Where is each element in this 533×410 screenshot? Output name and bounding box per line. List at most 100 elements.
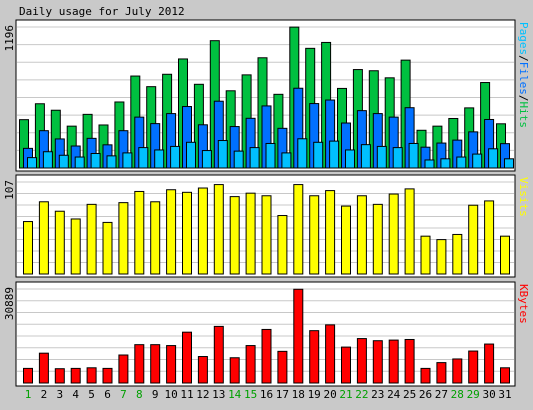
bar-kbytes bbox=[484, 343, 495, 384]
bar-pages bbox=[392, 147, 403, 169]
legend-entry: Hits bbox=[517, 102, 530, 129]
bar-kbytes bbox=[245, 345, 256, 384]
bar-pages bbox=[106, 155, 117, 169]
day-label: 27 bbox=[435, 388, 448, 401]
bar-pages bbox=[154, 149, 165, 169]
day-label: 2 bbox=[41, 388, 48, 401]
bar-visits bbox=[277, 215, 288, 275]
bar-visits bbox=[229, 196, 240, 275]
series-kbytes bbox=[23, 288, 510, 384]
bar-kbytes bbox=[182, 331, 192, 384]
bar-visits bbox=[70, 218, 81, 275]
bar-kbytes bbox=[277, 350, 288, 384]
bar-pages bbox=[424, 159, 435, 169]
day-label: 31 bbox=[498, 388, 511, 401]
day-label: 7 bbox=[120, 388, 127, 401]
bar-kbytes bbox=[70, 367, 81, 384]
bar-visits bbox=[452, 233, 463, 275]
bar-kbytes bbox=[229, 357, 240, 384]
day-label: 23 bbox=[371, 388, 384, 401]
bar-kbytes bbox=[341, 346, 351, 384]
bar-visits bbox=[309, 195, 320, 275]
bar-visits bbox=[23, 221, 33, 275]
bar-visits bbox=[102, 221, 113, 275]
bar-pages bbox=[265, 142, 276, 169]
bar-kbytes bbox=[150, 344, 161, 384]
bar-kbytes bbox=[213, 325, 224, 384]
bar-visits bbox=[341, 205, 351, 275]
bar-kbytes bbox=[23, 367, 33, 384]
bar-kbytes bbox=[134, 344, 145, 384]
bar-visits bbox=[86, 203, 97, 275]
bar-kbytes bbox=[325, 324, 336, 384]
bar-pages bbox=[440, 158, 451, 169]
panel-visits: 107 Visits bbox=[3, 174, 530, 278]
bar-kbytes bbox=[197, 356, 208, 384]
bar-visits bbox=[54, 210, 65, 275]
day-label: 9 bbox=[152, 388, 159, 401]
bar-visits bbox=[293, 184, 304, 275]
bar-visits bbox=[436, 239, 447, 275]
bar-visits bbox=[420, 235, 431, 275]
bar-pages bbox=[297, 138, 308, 169]
bar-visits bbox=[468, 204, 479, 275]
bar-pages bbox=[504, 158, 514, 169]
day-label: 28 bbox=[451, 388, 464, 401]
bar-visits bbox=[325, 190, 336, 275]
bar-pages bbox=[170, 145, 181, 169]
y-max-label: 107 bbox=[3, 180, 16, 200]
day-label: 26 bbox=[419, 388, 432, 401]
bar-pages bbox=[281, 152, 292, 169]
day-label: 21 bbox=[339, 388, 352, 401]
bar-pages bbox=[313, 141, 324, 169]
legend-visits: Visits bbox=[517, 177, 530, 217]
day-label: 30 bbox=[482, 388, 495, 401]
day-label: 15 bbox=[244, 388, 257, 401]
bar-kbytes bbox=[500, 367, 510, 384]
bar-kbytes bbox=[420, 367, 431, 384]
day-label: 29 bbox=[467, 388, 480, 401]
bar-kbytes bbox=[309, 330, 320, 384]
day-label: 14 bbox=[228, 388, 242, 401]
day-label: 1 bbox=[25, 388, 32, 401]
bar-pages bbox=[488, 148, 499, 169]
bar-pages bbox=[345, 149, 355, 169]
legend-entry: Pages bbox=[517, 22, 530, 55]
day-label: 8 bbox=[136, 388, 143, 401]
bar-visits bbox=[261, 195, 272, 275]
bar-kbytes bbox=[404, 338, 415, 384]
bar-pages bbox=[42, 151, 53, 169]
bar-visits bbox=[182, 191, 192, 275]
day-label: 11 bbox=[180, 388, 193, 401]
bar-pages bbox=[360, 144, 371, 169]
bar-visits bbox=[38, 201, 49, 275]
day-label: 18 bbox=[292, 388, 305, 401]
bar-visits bbox=[166, 189, 177, 275]
bar-kbytes bbox=[388, 339, 399, 384]
bar-visits bbox=[197, 187, 208, 275]
day-label: 17 bbox=[276, 388, 289, 401]
bar-visits bbox=[372, 203, 383, 275]
bar-pages bbox=[122, 152, 133, 169]
legend-kbytes: KBytes bbox=[517, 284, 530, 324]
bar-kbytes bbox=[436, 362, 447, 384]
chart-title: Daily usage for July 2012 bbox=[19, 5, 185, 18]
y-max-label: 30889 bbox=[3, 287, 16, 320]
series-visits bbox=[23, 184, 510, 275]
bar-visits bbox=[150, 201, 161, 275]
day-label: 13 bbox=[212, 388, 225, 401]
day-label: 25 bbox=[403, 388, 416, 401]
bar-pages bbox=[90, 152, 101, 169]
bar-kbytes bbox=[293, 288, 304, 384]
bar-pages bbox=[456, 156, 467, 169]
y-max-label: 1196 bbox=[3, 25, 16, 52]
bar-visits bbox=[500, 235, 510, 275]
day-label: 20 bbox=[323, 388, 336, 401]
bar-kbytes bbox=[102, 367, 113, 384]
day-label: 3 bbox=[56, 388, 63, 401]
legend-entry: Visits bbox=[517, 177, 530, 217]
bar-pages bbox=[472, 153, 483, 169]
day-label: 12 bbox=[196, 388, 209, 401]
